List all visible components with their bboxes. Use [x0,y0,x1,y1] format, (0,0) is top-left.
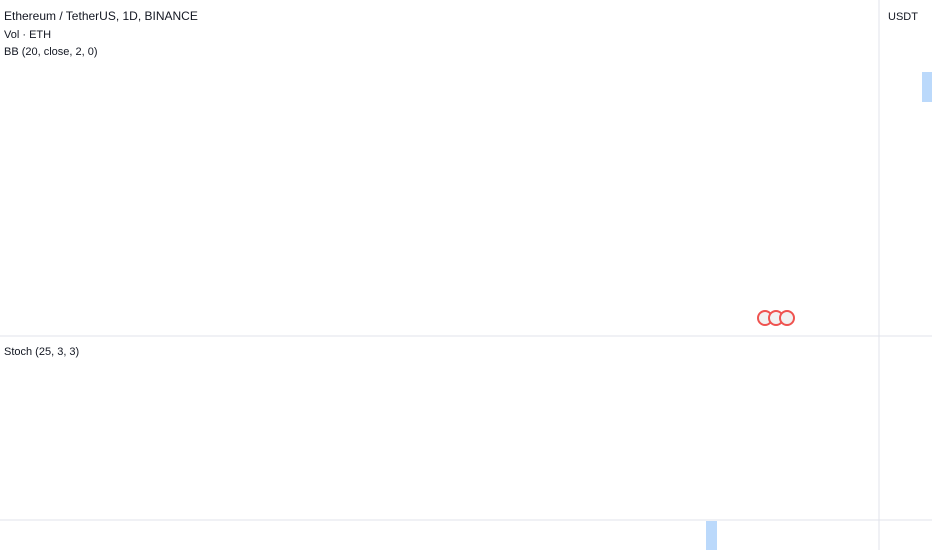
volume-legend: Vol · ETH [4,29,51,41]
stoch-legend: Stoch (25, 3, 3) [4,346,79,358]
bb-legend: BB (20, close, 2, 0) [4,46,98,58]
event-icons [757,310,795,326]
event-icon[interactable] [779,310,795,326]
currency-label: USDT [888,11,918,23]
chart-title: Ethereum / TetherUS, 1D, BINANCE [4,9,198,23]
crosshair-date [706,521,717,550]
scale-handle [922,72,932,102]
